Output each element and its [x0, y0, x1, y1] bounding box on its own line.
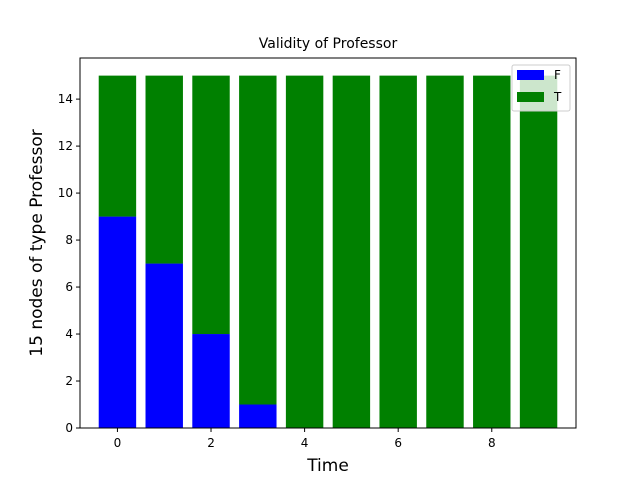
legend: FT: [511, 64, 571, 112]
x-tick-label: 4: [301, 436, 309, 450]
y-tick-label: 0: [65, 421, 73, 435]
y-tick-label: 6: [65, 280, 73, 294]
legend-swatch-F: [517, 70, 544, 80]
y-tick-label: 10: [58, 186, 73, 200]
x-axis-ticks: 0 2 4 6 8: [114, 428, 496, 450]
bar-T-1: [145, 75, 183, 264]
bar-T-3: [239, 75, 277, 405]
bar-T-6: [379, 75, 417, 428]
legend-swatch-T: [517, 92, 544, 102]
bar-T-4: [285, 75, 324, 428]
bar-T-2: [192, 75, 230, 335]
bar-T-0: [98, 75, 137, 217]
chart-title: Validity of Professor: [259, 36, 398, 52]
plot-frame: [79, 57, 577, 429]
bars-group: [98, 75, 558, 428]
bar-F-0: [98, 216, 137, 428]
y-tick-label: 12: [58, 139, 73, 153]
x-tick-label: 6: [394, 436, 402, 450]
x-tick-label: 8: [488, 436, 496, 450]
y-tick-label: 4: [65, 327, 73, 341]
y-axis-ticks: 0 2 4 6 8 10 12 14: [58, 92, 80, 435]
x-tick-label: 2: [207, 436, 215, 450]
bar-T-8: [473, 75, 511, 428]
y-tick-label: 14: [58, 92, 73, 106]
y-tick-label: 8: [65, 233, 73, 247]
legend-label-F: F: [554, 68, 561, 82]
bar-T-9: [519, 75, 558, 428]
bar-F-1: [145, 263, 183, 428]
bar-F-2: [192, 334, 230, 428]
bar-T-5: [332, 75, 371, 428]
bar-T-7: [426, 75, 464, 428]
legend-label-T: T: [553, 90, 562, 104]
bar-F-3: [239, 404, 277, 428]
x-axis-title: Time: [306, 456, 349, 476]
y-tick-label: 2: [65, 374, 73, 388]
y-axis-title: 15 nodes of type Professor: [27, 129, 47, 356]
x-tick-label: 0: [114, 436, 122, 450]
